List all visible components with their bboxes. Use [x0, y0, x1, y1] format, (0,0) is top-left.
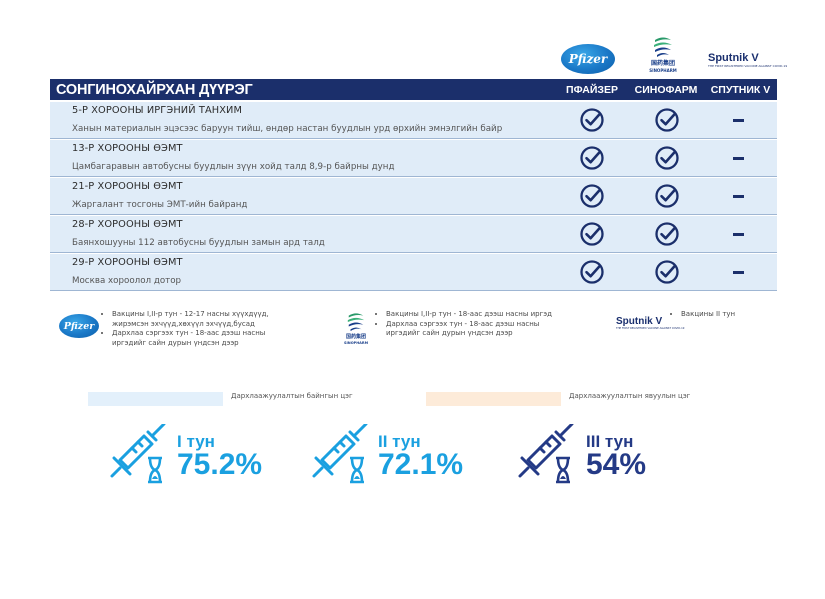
dash-icon-sputnik: [733, 195, 744, 198]
pfizer-logo-text: Pfizer: [568, 52, 608, 66]
dose-percentage: 72.1%: [378, 448, 464, 481]
sinopharm-legend-item: Дархлаа сэргээх тун - 18-аас дээш насны …: [386, 320, 571, 339]
site-name: 29-Р ХОРООНЫ ӨЭМТ: [72, 257, 183, 268]
check-icon-sino: [654, 107, 680, 133]
table-row: 29-Р ХОРООНЫ ӨЭМТ Москва хороолол дотор: [50, 254, 777, 291]
site-address: Баянхошууны 112 автобусны буудлын замын …: [72, 238, 325, 248]
table-row: 13-Р ХОРООНЫ ӨЭМТ Цамбагаравын автобусны …: [50, 140, 777, 177]
sinopharm-legend-logo-text: 国药集团: [345, 334, 366, 340]
sinopharm-logo-text: 国药集团: [650, 60, 675, 67]
dash-icon-sputnik: [733, 157, 744, 160]
pfizer-legend-logo: Pfizer: [59, 314, 99, 338]
table-row: 5-Р ХОРООНЫ ИРГЭНИЙ ТАНХИМ Ханын материал…: [50, 102, 777, 139]
dash-icon-sputnik: [733, 271, 744, 274]
check-icon-pfizer: [579, 221, 605, 247]
sputnik-logo-text: Sputnik V: [708, 52, 759, 64]
fixed-site-swatch: [88, 392, 223, 406]
site-name: 21-Р ХОРООНЫ ӨЭМТ: [72, 181, 183, 192]
dash-icon-sputnik: [733, 233, 744, 236]
pfizer-legend-item: Дархлаа сэргээх тун - 18-аас дээш насны …: [112, 329, 292, 348]
site-address: Ханын материалын эцэсээс баруун тийш, өн…: [72, 124, 503, 134]
pfizer-legend-logo-text: Pfizer: [63, 320, 95, 332]
sputnik-logo-sub: THE FIRST REGISTERED VACCINE AGAINST COV…: [708, 64, 788, 68]
table-row: 28-Р ХОРООНЫ ӨЭМТ Баянхошууны 112 автобус…: [50, 216, 777, 253]
sputnik-logo: Sputnik V THE FIRST REGISTERED VACCINE A…: [708, 52, 788, 72]
sputnik-legend-logo-text: Sputnik V: [616, 316, 663, 327]
sinopharm-logo: 国药集团 SINOPHARM: [645, 36, 681, 76]
sinopharm-logo-sub: SINOPHARM: [649, 68, 677, 73]
table-header: [50, 79, 777, 100]
sinopharm-legend-logo-sub: SINOPHARM: [343, 341, 369, 345]
check-icon-sino: [654, 259, 680, 285]
sputnik-legend: Вакцины II тун: [671, 310, 781, 320]
syringe-hourglass-icon: [108, 422, 170, 484]
sputnik-legend-logo: Sputnik V THE FIRST REGISTERED VACCINE A…: [616, 316, 685, 332]
site-address: Москва хороолол дотор: [72, 276, 182, 286]
mobile-site-swatch: [426, 392, 561, 406]
check-icon-sino: [654, 145, 680, 171]
dose-label: III тун: [586, 432, 634, 451]
site-address: Цамбагаравын автобусны буудлын зүүн хойд…: [72, 162, 395, 172]
sinopharm-mark-icon: [347, 313, 365, 332]
dose-label: I тун: [177, 432, 215, 451]
check-icon-sino: [654, 183, 680, 209]
dose-percentage: 75.2%: [177, 448, 263, 481]
syringe-hourglass-icon: [516, 422, 578, 484]
site-name: 5-Р ХОРООНЫ ИРГЭНИЙ ТАНХИМ: [72, 105, 243, 116]
check-icon-pfizer: [579, 107, 605, 133]
site-name: 28-Р ХОРООНЫ ӨЭМТ: [72, 219, 183, 230]
check-icon-pfizer: [579, 145, 605, 171]
column-header-sputnik: СПУТНИК V: [710, 84, 771, 96]
site-name: 13-Р ХОРООНЫ ӨЭМТ: [72, 143, 183, 154]
pfizer-legend: Вакцины I,II-р тун - 12-17 насны хүүхдүү…: [102, 310, 292, 348]
sinopharm-mark-icon: [654, 37, 672, 57]
mobile-site-label: Дархлаажуулалтын явуулын цэг: [569, 392, 691, 400]
sputnik-legend-item: Вакцины II тун: [681, 310, 781, 320]
check-icon-sino: [654, 221, 680, 247]
dose-percentage: 54%: [586, 448, 647, 481]
column-header-pfizer: ПФАЙЗЕР: [566, 84, 618, 96]
pfizer-logo: Pfizer: [561, 44, 615, 74]
sinopharm-legend: Вакцины I,II-р тун - 18-аас дээш насны и…: [376, 310, 571, 339]
sputnik-legend-logo-sub: THE FIRST REGISTERED VACCINE AGAINST COV…: [616, 327, 685, 330]
table-row: 21-Р ХОРООНЫ ӨЭМТ Жаргалант тосгоны ЭМТ-и…: [50, 178, 777, 215]
syringe-hourglass-icon: [310, 422, 372, 484]
district-title: СОНГИНОХАЙРХАН ДҮҮРЭГ: [56, 82, 253, 98]
site-address: Жаргалант тосгоны ЭМТ-ийн байранд: [72, 200, 248, 210]
dose-label: II тун: [378, 432, 421, 451]
pfizer-legend-item: Вакцины I,II-р тун - 12-17 насны хүүхдүү…: [112, 310, 292, 329]
fixed-site-label: Дархлаажуулалтын байнгын цэг: [231, 392, 353, 400]
check-icon-pfizer: [579, 259, 605, 285]
column-header-sinopharm: СИНОФАРМ: [634, 84, 698, 96]
sinopharm-legend-item: Вакцины I,II-р тун - 18-аас дээш насны и…: [386, 310, 571, 320]
dash-icon-sputnik: [733, 119, 744, 122]
sinopharm-legend-logo: 国药集团 SINOPHARM: [341, 312, 371, 348]
check-icon-pfizer: [579, 183, 605, 209]
